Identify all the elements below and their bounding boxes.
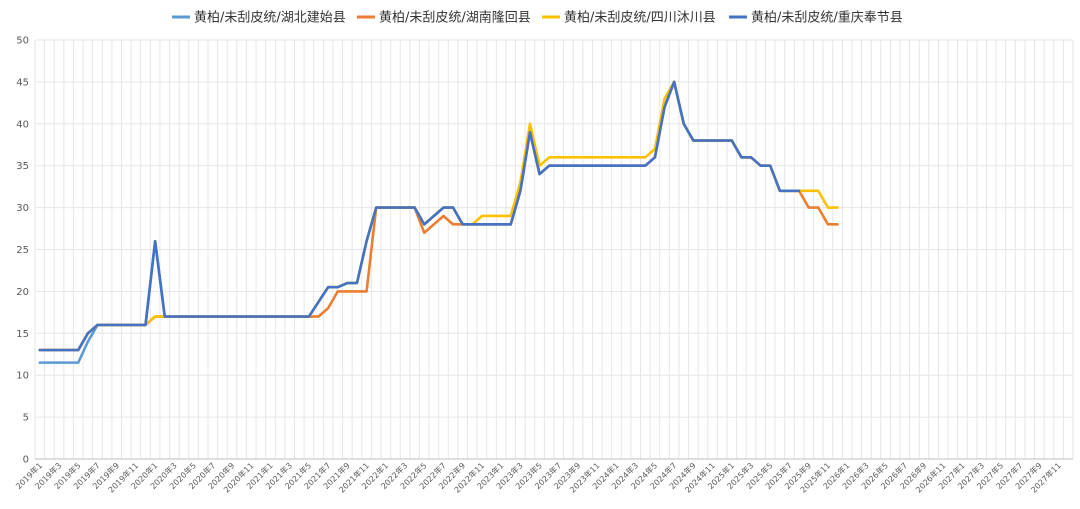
legend-item-1: 黄柏/未刮皮统/湖北建始县 — [172, 11, 346, 26]
series-line-4 — [38, 80, 801, 352]
y-tick-label: 45 — [16, 77, 29, 88]
series-lines — [38, 80, 839, 364]
legend-label: 黄柏/未刮皮统/湖北建始县 — [194, 11, 346, 26]
legend-label: 黄柏/未刮皮统/四川沐川县 — [564, 11, 716, 26]
legend-item-2: 黄柏/未刮皮统/湖南隆回县 — [357, 10, 531, 26]
axes: 051015202530354045502019年12019年32019年520… — [13, 36, 1073, 495]
y-tick-label: 30 — [16, 203, 29, 214]
legend: 黄柏/未刮皮统/湖北建始县 黄柏/未刮皮统/湖南隆回县 黄柏/未刮皮统/四川沐川县 黄… — [172, 10, 903, 26]
legend-item-4: 黄柏/未刮皮统/重庆奉节县 — [729, 10, 903, 26]
y-tick-label: 15 — [16, 329, 29, 340]
y-tick-label: 40 — [16, 119, 29, 130]
y-tick-label: 5 — [23, 413, 29, 424]
y-tick-label: 0 — [23, 455, 29, 466]
y-tick-label: 35 — [16, 161, 29, 172]
grid — [34, 39, 1074, 460]
legend-label: 黄柏/未刮皮统/重庆奉节县 — [751, 10, 903, 26]
y-tick-label: 20 — [16, 287, 29, 298]
legend-label: 黄柏/未刮皮统/湖南隆回县 — [379, 10, 531, 26]
y-tick-label: 10 — [16, 371, 29, 382]
y-tick-label: 50 — [16, 36, 29, 47]
legend-item-3: 黄柏/未刮皮统/四川沐川县 — [542, 11, 716, 26]
y-tick-label: 25 — [16, 245, 29, 256]
